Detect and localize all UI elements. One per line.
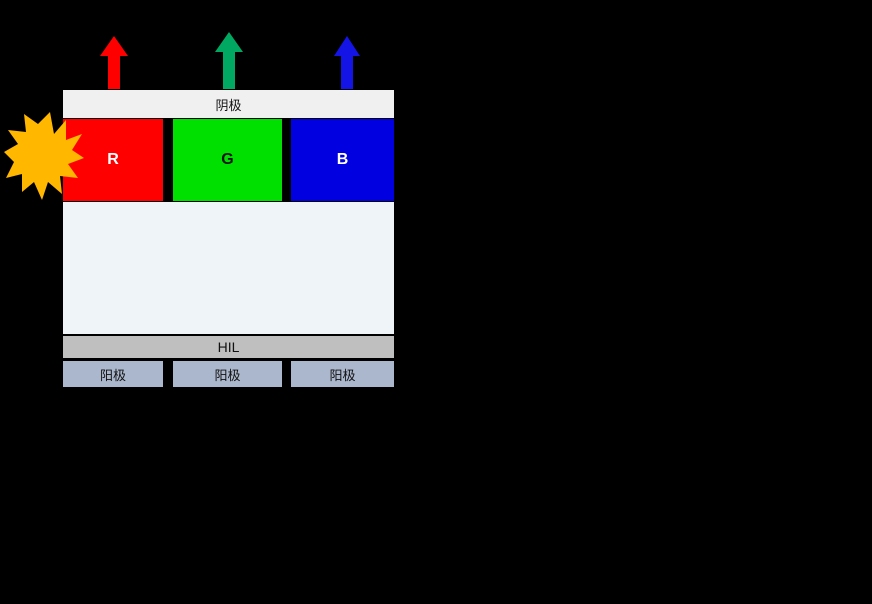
emitter-red-single: R — [62, 118, 164, 202]
anode-blue-single: 阳极 — [290, 360, 395, 388]
panel-single-stack: 阴极 R G B HIL 阳极 阳极 阳极 — [4, 32, 395, 388]
anode-green-single: 阳极 — [172, 360, 283, 388]
anode-label: 阳极 — [99, 367, 126, 383]
blank-transport-layer-single — [62, 201, 395, 335]
emitter-label: R — [107, 151, 119, 168]
cathode-layer-single: 阴极 — [62, 89, 395, 119]
emitter-green-single: G — [172, 118, 283, 202]
hil-label: HIL — [217, 339, 240, 355]
anode-label: 阳极 — [214, 367, 241, 383]
anode-label: 阳极 — [329, 367, 356, 383]
emitter-blue-single: B — [290, 118, 395, 202]
anode-red-single: 阳极 — [62, 360, 164, 388]
emitter-label: G — [221, 151, 234, 168]
hil-layer-single: HIL — [62, 335, 395, 359]
panel-tandem-stack: 阴极 R G B CGL R G B HIL 阳极 — [436, 0, 872, 604]
emitter-label: B — [336, 151, 349, 168]
cathode-label: 阴极 — [215, 97, 242, 113]
